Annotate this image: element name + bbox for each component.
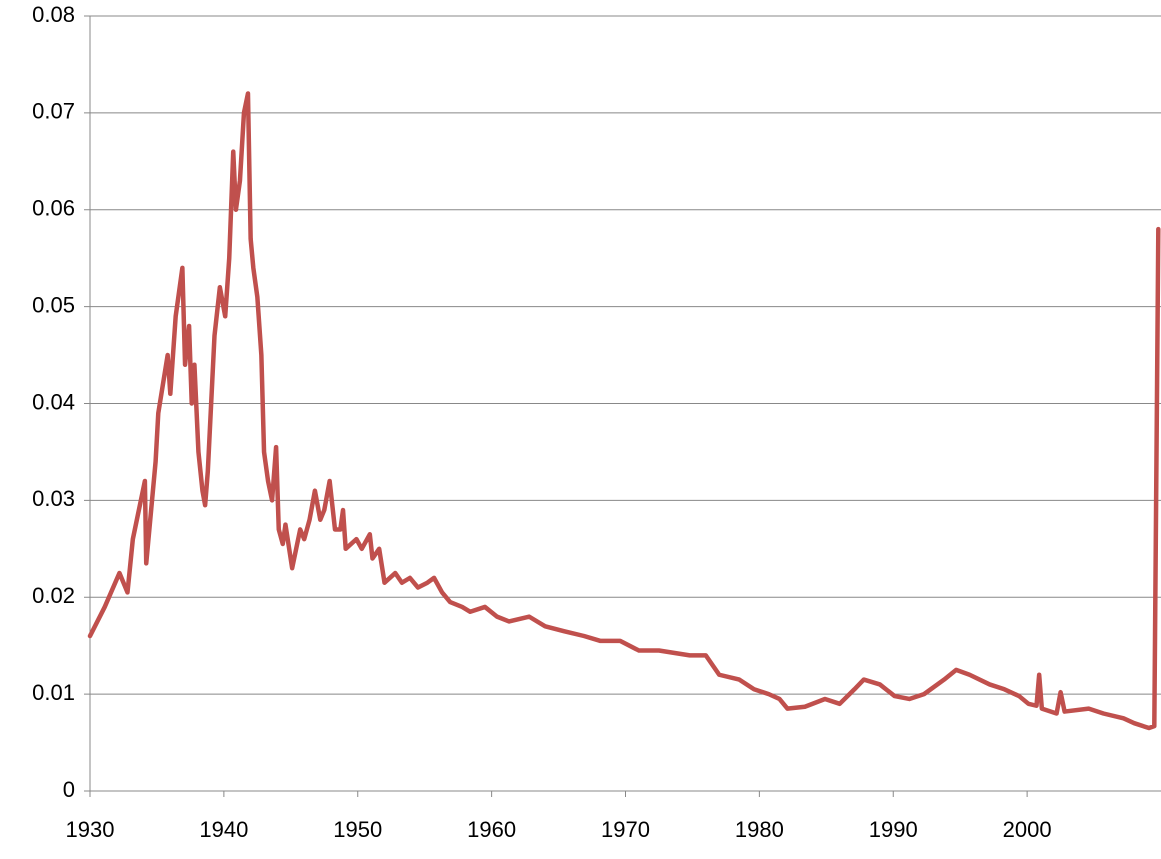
y-tick-label: 0.02 <box>32 583 75 608</box>
x-tick-label: 1970 <box>601 817 650 842</box>
y-tick-label: 0.01 <box>32 680 75 705</box>
x-tick-label: 1960 <box>467 817 516 842</box>
y-tick-label: 0.03 <box>32 486 75 511</box>
y-tick-label: 0.04 <box>32 389 75 414</box>
x-tick-label: 2000 <box>1003 817 1052 842</box>
y-tick-label: 0.08 <box>32 2 75 27</box>
x-tick-label: 1950 <box>333 817 382 842</box>
y-tick-label: 0.06 <box>32 196 75 221</box>
x-tick-label: 1980 <box>735 817 784 842</box>
y-tick-label: 0 <box>63 777 75 802</box>
x-tick-label: 1990 <box>869 817 918 842</box>
x-tick-label: 1940 <box>199 817 248 842</box>
line-series <box>87 91 1161 731</box>
y-tick-label: 0.05 <box>32 292 75 317</box>
y-tick-label: 0.07 <box>32 99 75 124</box>
x-tick-label: 1930 <box>66 817 115 842</box>
